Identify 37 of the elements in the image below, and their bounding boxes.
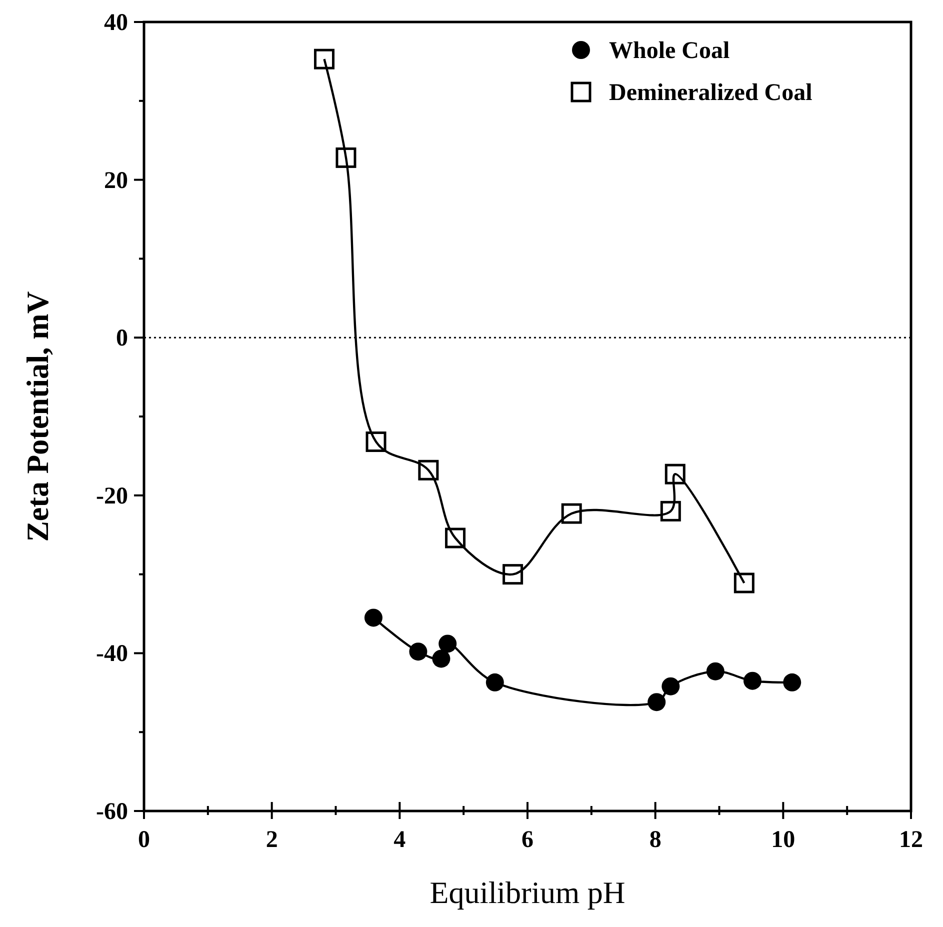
y-tick-label: -20 bbox=[96, 483, 128, 510]
point bbox=[706, 662, 724, 680]
legend-label: Whole Coal bbox=[609, 38, 730, 64]
point bbox=[445, 528, 466, 548]
point bbox=[648, 693, 666, 712]
point bbox=[366, 432, 386, 452]
point bbox=[561, 503, 582, 524]
point bbox=[660, 500, 681, 522]
point bbox=[336, 147, 356, 168]
y-tick-label: -40 bbox=[96, 641, 128, 668]
x-tick-label: 0 bbox=[138, 827, 150, 853]
point bbox=[743, 672, 762, 690]
x-axis-title: Equilibrium pH bbox=[430, 875, 626, 910]
x-tick-label: 2 bbox=[266, 827, 278, 853]
x-tick-label: 6 bbox=[522, 827, 534, 853]
x-tick-label: 12 bbox=[899, 827, 923, 853]
x-tick-label: 8 bbox=[649, 827, 662, 853]
point bbox=[418, 460, 439, 480]
point bbox=[438, 634, 457, 653]
point bbox=[662, 677, 680, 696]
y-tick-label: -60 bbox=[96, 799, 128, 825]
x-tick-label: 10 bbox=[771, 827, 796, 853]
point bbox=[432, 650, 450, 668]
y-tick-label: 0 bbox=[116, 326, 128, 352]
y-tick-label: 40 bbox=[104, 10, 128, 36]
y-tick-label: 20 bbox=[104, 168, 128, 194]
point bbox=[664, 464, 686, 484]
point bbox=[783, 673, 802, 692]
legend-label: Demineralized Coal bbox=[609, 80, 813, 106]
x-tick-label: 4 bbox=[394, 827, 406, 853]
y-axis-title: Zeta Potential, mV bbox=[20, 290, 55, 542]
point bbox=[314, 48, 334, 70]
point bbox=[364, 608, 382, 627]
point bbox=[409, 642, 428, 661]
point bbox=[486, 673, 504, 692]
point bbox=[734, 572, 754, 594]
point bbox=[502, 564, 524, 585]
